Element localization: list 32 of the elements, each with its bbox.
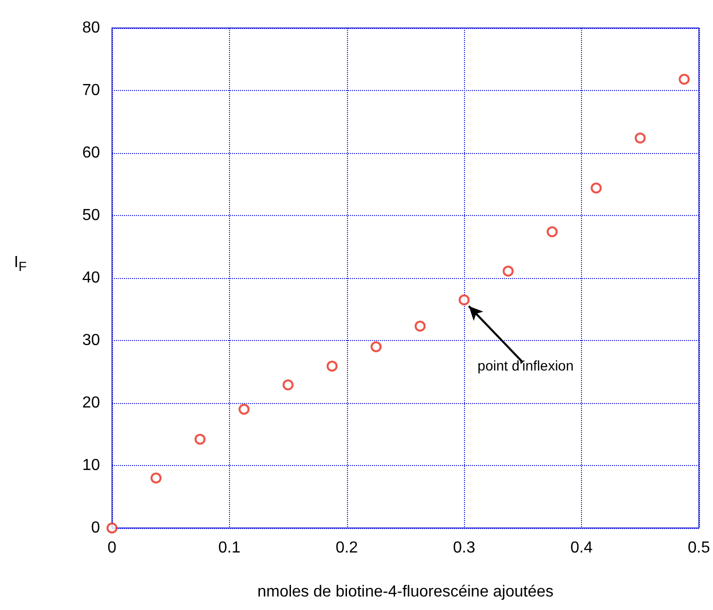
- x-tick-label: 0.3: [453, 540, 476, 556]
- point: [326, 360, 338, 372]
- y-axis-title: I$_{F}$: [14, 254, 27, 274]
- point: [414, 320, 426, 332]
- point: [590, 182, 602, 194]
- point: [502, 266, 514, 277]
- y-tick-label: 10: [82, 457, 100, 474]
- x-tick-label: 0.4: [570, 540, 593, 556]
- y-tick-label: 0: [91, 520, 100, 536]
- point: [546, 226, 558, 238]
- y-tick-label: 80: [82, 20, 100, 36]
- point: [634, 132, 646, 144]
- x-tick-label: 0.1: [218, 540, 241, 556]
- point: [238, 404, 250, 415]
- point: [678, 74, 690, 85]
- y-tick-label: 20: [82, 394, 100, 412]
- x-tick-label: 0.2: [336, 540, 358, 556]
- y-tick-label: 70: [82, 82, 100, 99]
- annotation: point d'inflexion: [478, 357, 574, 374]
- point: [106, 522, 118, 534]
- point: [458, 294, 470, 306]
- point: [370, 341, 382, 352]
- y-tick-label: 40: [82, 270, 100, 286]
- x-tick-label: 0: [108, 540, 117, 556]
- point: [150, 472, 162, 484]
- y-tick-label: 30: [82, 332, 100, 349]
- point: [194, 434, 206, 445]
- y-tick-label: 50: [82, 207, 100, 224]
- point: [282, 379, 294, 390]
- x-tick-label: 0.5: [688, 540, 710, 556]
- x-axis-title: nmoles de biotine-4-fluorescéine ajoutées: [257, 584, 554, 600]
- y-tick-label: 60: [82, 144, 100, 162]
